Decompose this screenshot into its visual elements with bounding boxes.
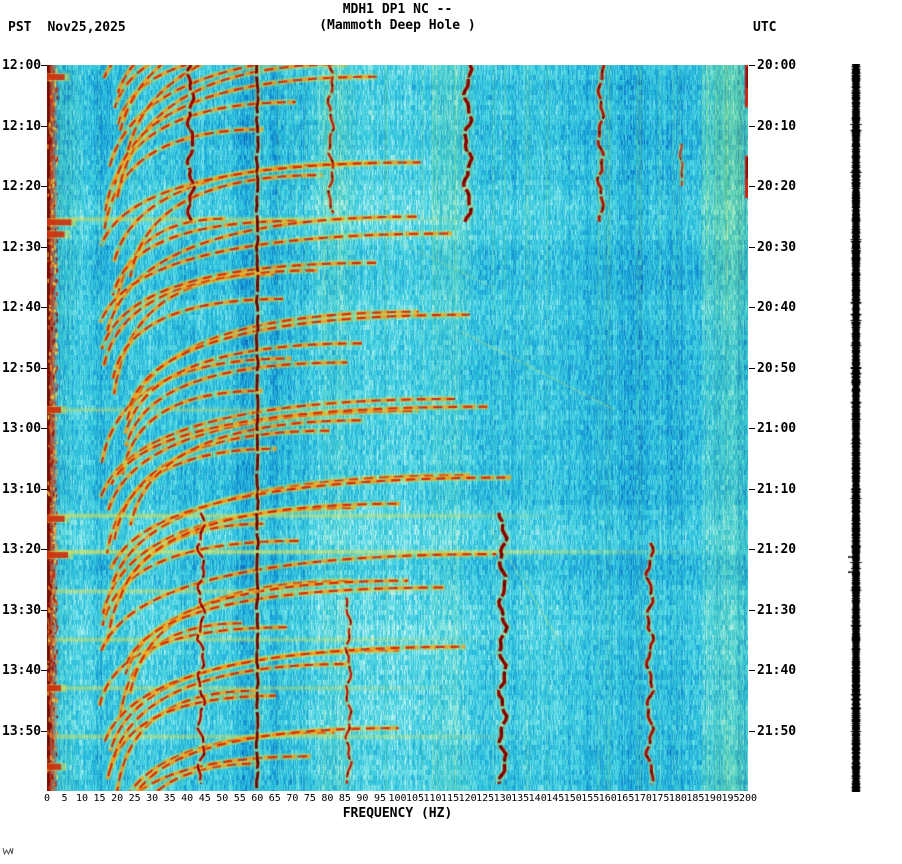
y-tick-label-left: 12:50 <box>2 360 42 376</box>
y-tick-label-right: 20:50 <box>757 360 797 376</box>
y-tick-label-left: 12:10 <box>2 118 42 134</box>
y-tick-label-left: 12:40 <box>2 300 42 315</box>
x-tick-label: 140 <box>528 793 547 804</box>
y-tick-mark-right <box>749 307 755 308</box>
left-header: PST Nov25,2025 <box>8 20 126 35</box>
x-tick-label: 180 <box>668 793 687 804</box>
x-tick-label: 5 <box>61 793 68 804</box>
x-tick-label: 135 <box>511 793 530 804</box>
x-tick-label: 50 <box>216 793 229 804</box>
x-tick-label: 165 <box>616 793 635 804</box>
y-tick-label-left: 12:00 <box>2 58 42 73</box>
timezone-left-label: PST <box>8 20 32 35</box>
y-tick-label-left: 13:40 <box>2 663 42 678</box>
x-tick-label: 15 <box>93 793 106 804</box>
x-tick-label: 90 <box>356 793 369 804</box>
x-tick-label: 130 <box>493 793 512 804</box>
y-tick-label-right: 21:10 <box>757 481 797 497</box>
spectrogram-plot[interactable] <box>47 65 748 791</box>
amplitude-strip <box>848 64 864 792</box>
y-tick-label-left: 13:30 <box>2 602 42 618</box>
x-tick-label: 25 <box>128 793 141 804</box>
y-tick-label-left: 13:20 <box>2 542 42 557</box>
x-tick-label: 190 <box>703 793 722 804</box>
station-title: MDH1 DP1 NC -- <box>342 2 453 17</box>
y-tick-mark-right <box>749 488 755 490</box>
date-label: Nov25,2025 <box>47 20 126 35</box>
y-tick-mark-right <box>749 549 755 550</box>
y-tick-label-right: 20:30 <box>757 239 797 255</box>
x-tick-label: 80 <box>321 793 334 804</box>
x-tick-label: 0 <box>43 793 51 804</box>
corner-logo-icon <box>2 841 14 860</box>
x-tick-label: 20 <box>111 793 124 804</box>
x-tick-label: 145 <box>546 793 565 804</box>
x-tick-label: 120 <box>458 793 477 804</box>
y-tick-mark-right <box>749 609 755 611</box>
x-tick-label: 185 <box>686 793 705 804</box>
x-tick-label: 105 <box>405 793 425 804</box>
y-tick-label-right: 20:20 <box>757 179 797 194</box>
x-tick-label: 40 <box>181 793 194 804</box>
y-tick-label-left: 13:50 <box>2 723 42 739</box>
x-tick-label: 70 <box>286 793 299 804</box>
station-subtitle: (Mammoth Deep Hole ) <box>319 18 476 33</box>
y-tick-label-right: 21:30 <box>757 602 797 618</box>
y-tick-mark-right <box>749 730 755 732</box>
y-tick-label-left: 12:30 <box>2 239 42 255</box>
x-tick-label: 160 <box>598 793 617 804</box>
x-tick-label: 200 <box>738 793 758 804</box>
y-tick-mark-right <box>749 670 755 671</box>
y-tick-label-left: 12:20 <box>2 179 42 194</box>
y-tick-label-left: 13:00 <box>2 421 42 436</box>
x-tick-label: 115 <box>441 793 460 804</box>
y-tick-mark-right <box>749 186 755 187</box>
x-tick-label: 125 <box>476 793 495 804</box>
x-tick-label: 85 <box>338 793 351 804</box>
x-tick-label: 170 <box>633 793 652 804</box>
y-tick-label-right: 20:00 <box>757 58 797 73</box>
x-tick-label: 65 <box>268 793 281 804</box>
y-tick-label-right: 21:20 <box>757 542 797 557</box>
y-tick-label-right: 21:50 <box>757 723 797 739</box>
y-tick-mark-right <box>749 367 755 369</box>
x-tick-label: 10 <box>76 793 89 804</box>
x-tick-label: 45 <box>198 793 211 804</box>
y-tick-label-right: 21:00 <box>757 421 797 436</box>
y-tick-mark-right <box>749 125 755 127</box>
x-tick-label: 100 <box>388 793 407 804</box>
x-tick-label: 150 <box>563 793 582 804</box>
x-tick-label: 35 <box>163 793 176 804</box>
x-tick-label: 30 <box>146 793 159 804</box>
y-tick-mark-right <box>749 428 755 429</box>
y-tick-label-right: 20:40 <box>757 300 797 315</box>
x-tick-label: 175 <box>651 793 670 804</box>
x-tick-label: 75 <box>303 793 316 804</box>
x-tick-label: 55 <box>233 793 246 804</box>
y-tick-label-right: 20:10 <box>757 118 797 134</box>
y-tick-label-left: 13:10 <box>2 481 42 497</box>
x-tick-label: 95 <box>373 793 386 804</box>
timezone-right-label: UTC <box>753 20 777 35</box>
x-tick-label: 110 <box>423 793 442 804</box>
x-tick-label: 195 <box>721 793 740 804</box>
y-tick-label-right: 21:40 <box>757 663 797 678</box>
x-axis-title: FREQUENCY (HZ) <box>342 806 453 821</box>
y-tick-mark-right <box>749 65 755 66</box>
x-tick-label: 60 <box>251 793 264 804</box>
x-tick-label: 155 <box>581 793 600 804</box>
y-tick-mark-right <box>749 246 755 248</box>
